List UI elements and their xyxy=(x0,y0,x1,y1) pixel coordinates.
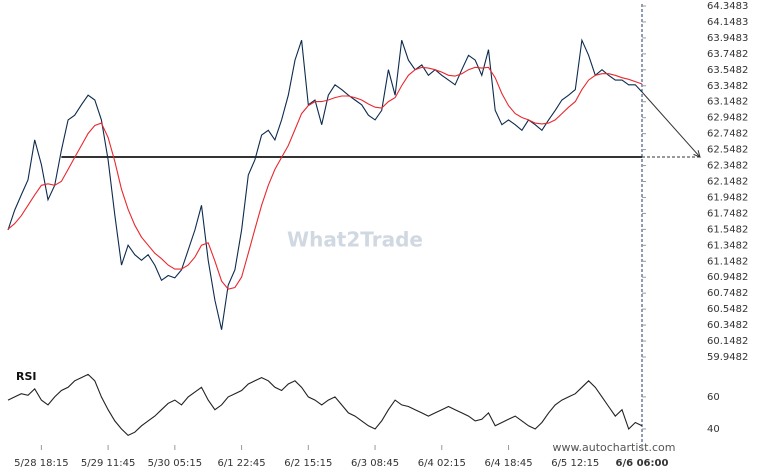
panel-title: RSI xyxy=(16,370,37,383)
y-tick-label: 61.9482 xyxy=(707,192,748,203)
y-tick-label: 60.3482 xyxy=(707,320,748,331)
series-line xyxy=(7,38,643,330)
forecast-arrow xyxy=(641,91,701,158)
y-tick-label: 63.3482 xyxy=(707,81,748,92)
y-tick-label: 63.1482 xyxy=(707,97,748,108)
x-tick-label: 6/4 02:15 xyxy=(418,458,466,469)
series-line xyxy=(7,66,643,290)
y-tick-label: 63.5482 xyxy=(707,65,748,76)
y-tick-label: 62.5482 xyxy=(707,145,748,156)
x-tick-label: 6/5 12:15 xyxy=(551,458,599,469)
y-tick-label: 61.7482 xyxy=(707,208,748,219)
watermark: What2Trade xyxy=(287,228,423,252)
x-tick-label: 6/2 15:15 xyxy=(284,458,332,469)
y-tick-label: 61.3482 xyxy=(707,240,748,251)
y-tick-label: 61.5482 xyxy=(707,224,748,235)
y-tick-label: 60 xyxy=(707,392,720,403)
y-tick-label: 59.9482 xyxy=(707,352,748,363)
x-tick-label: 5/28 18:15 xyxy=(14,458,68,469)
y-tick-label: 40 xyxy=(707,424,720,435)
x-tick-label: 6/6 06:00 xyxy=(616,458,669,469)
y-tick-label: 62.9482 xyxy=(707,113,748,124)
y-tick-label: 63.9483 xyxy=(707,33,748,44)
x-tick-label: 5/30 05:15 xyxy=(148,458,202,469)
y-tick-label: 60.7482 xyxy=(707,288,748,299)
y-tick-label: 62.1482 xyxy=(707,177,748,188)
x-tick-label: 6/1 22:45 xyxy=(218,458,266,469)
y-tick-label: 62.7482 xyxy=(707,129,748,140)
x-tick-label: 6/3 08:45 xyxy=(351,458,399,469)
x-tick-label: 6/4 18:45 xyxy=(484,458,532,469)
y-tick-label: 63.7482 xyxy=(707,49,748,60)
y-tick-label: 64.1483 xyxy=(707,17,748,28)
y-tick-label: 64.3483 xyxy=(707,1,748,12)
y-tick-label: 60.1482 xyxy=(707,336,748,347)
y-tick-label: 60.9482 xyxy=(707,272,748,283)
source: www.autochartist.com xyxy=(553,441,676,454)
y-tick-label: 60.5482 xyxy=(707,304,748,315)
arrow-head xyxy=(693,150,701,158)
y-tick-label: 62.3482 xyxy=(707,161,748,172)
x-tick-label: 5/29 11:45 xyxy=(81,458,135,469)
series-line xyxy=(7,373,643,437)
y-tick-label: 61.1482 xyxy=(707,256,748,267)
